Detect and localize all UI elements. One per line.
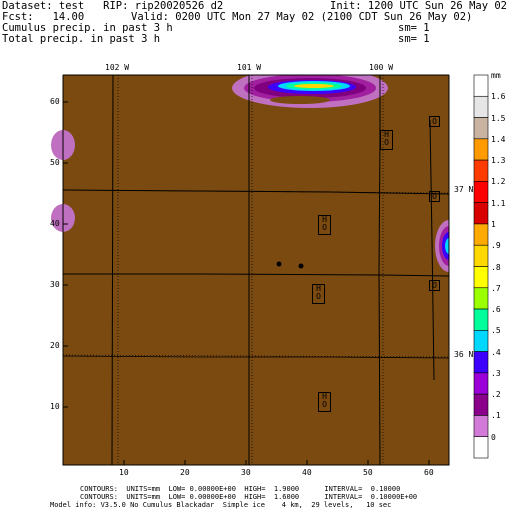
labelbar-swatch xyxy=(473,159,489,182)
city-dot xyxy=(276,261,282,267)
y-tick-label: 40 xyxy=(50,219,60,228)
precip-contour-top xyxy=(232,68,388,108)
longitude-label: 102 W xyxy=(105,63,130,72)
state-borders xyxy=(62,74,450,466)
field2-label: Total precip. in past 3 h xyxy=(2,33,161,45)
init-time-label: Init: 1200 UTC Sun 26 May 02 xyxy=(330,0,508,12)
city-markers xyxy=(276,261,304,269)
labelbar-label: .2 xyxy=(491,390,501,400)
map-background xyxy=(62,74,450,466)
field2-smoothing: sm= 1 xyxy=(398,33,430,45)
y-tick-label: 10 xyxy=(50,402,60,411)
latitude-label: 37 N xyxy=(454,185,474,194)
marker-box: O xyxy=(429,116,440,127)
labelbar-label: 1.4 xyxy=(491,134,506,144)
labelbar-swatch xyxy=(473,223,489,246)
x-tick-label: 40 xyxy=(302,468,312,477)
footer-contours-2: CONTOURS: UNITS=mm LOW= 0.00000E+00 HIGH… xyxy=(80,493,418,501)
longitude-label: 100 W xyxy=(369,63,394,72)
axis-ticks xyxy=(63,101,430,465)
labelbar-swatch xyxy=(473,95,489,118)
latlon-grid xyxy=(62,75,450,465)
labelbar-swatch xyxy=(473,415,489,438)
labelbar-label: 1.3 xyxy=(491,156,506,166)
labelbar-label: 1.1 xyxy=(491,198,506,208)
labelbar-label: 1.6 xyxy=(491,92,506,102)
y-tick-label: 20 xyxy=(50,341,60,350)
labelbar-swatch xyxy=(473,372,489,395)
labelbar-label: 1 xyxy=(491,219,496,229)
x-tick-label: 10 xyxy=(119,468,129,477)
x-tick-label: 60 xyxy=(424,468,434,477)
labelbar-label: 1.2 xyxy=(491,177,506,187)
city-dot xyxy=(298,263,304,269)
labelbar-label: 0 xyxy=(491,432,496,442)
latitude-label: 36 N xyxy=(454,350,474,359)
labelbar-label: .8 xyxy=(491,262,501,272)
labelbar-swatch xyxy=(473,138,489,161)
labelbar-swatch xyxy=(473,202,489,225)
labelbar-swatch xyxy=(473,74,489,97)
county-lines xyxy=(62,355,450,359)
labelbar-swatch xyxy=(473,436,489,459)
y-tick-label: 50 xyxy=(50,158,60,167)
y-tick-label: 30 xyxy=(50,280,60,289)
labelbar-swatch xyxy=(473,287,489,310)
labelbar-swatch xyxy=(473,308,489,331)
labelbar-swatch xyxy=(473,351,489,374)
labelbar-swatch xyxy=(473,244,489,267)
x-tick-label: 20 xyxy=(180,468,190,477)
field1-smoothing: sm= 1 xyxy=(398,22,430,34)
labelbar-swatch xyxy=(473,266,489,289)
x-tick-label: 50 xyxy=(363,468,373,477)
labelbar-label: .3 xyxy=(491,368,501,378)
labelbar-label: .4 xyxy=(491,347,501,357)
field1-label: Cumulus precip. in past 3 h xyxy=(2,22,173,34)
labelbar-swatch xyxy=(473,393,489,416)
footer-contours-1: CONTOURS: UNITS=mm LOW= 0.00000E+00 HIGH… xyxy=(80,485,401,493)
y-tick-label: 60 xyxy=(50,97,60,106)
labelbar-label: .9 xyxy=(491,241,501,251)
labelbar-label: .5 xyxy=(491,326,501,336)
labelbar-label: .1 xyxy=(491,411,501,421)
labelbar-swatch xyxy=(473,330,489,352)
valid-time-label: Valid: 0200 UTC Mon 27 May 02 (2100 CDT … xyxy=(131,11,473,23)
footer-model-info: Model info: V3.5.0 No Cumulus Blackadar … xyxy=(50,501,392,509)
labelbar-swatch xyxy=(473,181,489,203)
marker-box: O xyxy=(429,191,440,202)
labelbar-unit: mm xyxy=(491,71,501,80)
labelbar-swatch xyxy=(473,117,489,140)
marker-box: O xyxy=(429,280,440,291)
labelbar xyxy=(473,74,489,459)
x-tick-label: 30 xyxy=(241,468,251,477)
dataset-label: Dataset: test RIP: rip20020526 d2 xyxy=(2,0,224,12)
labelbar-label: 1.5 xyxy=(491,113,506,123)
longitude-label: 101 W xyxy=(237,63,262,72)
labelbar-label: .6 xyxy=(491,305,501,315)
labelbar-label: .7 xyxy=(491,283,501,293)
forecast-hour-label: Fcst: 14.00 xyxy=(2,11,85,23)
